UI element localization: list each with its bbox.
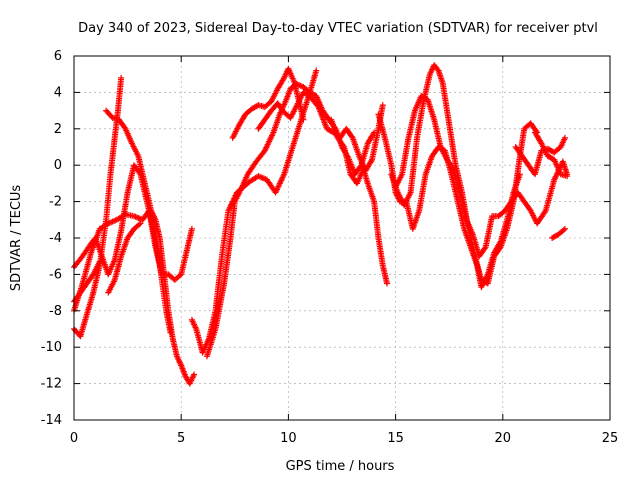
data-point — [136, 170, 143, 176]
x-tick-label: 5 — [177, 431, 185, 446]
y-tick-label: -6 — [49, 267, 62, 282]
data-point — [300, 116, 307, 123]
y-axis-label: SDTVAR / TECUs — [9, 185, 24, 292]
series-track-12 — [392, 93, 571, 260]
y-tick-label: -10 — [41, 340, 62, 355]
data-point — [118, 74, 125, 81]
data-point — [188, 225, 195, 232]
data-point — [561, 134, 568, 141]
data-point — [449, 164, 456, 171]
data-point — [384, 280, 391, 287]
x-tick-label: 10 — [280, 431, 297, 446]
y-tick-label: -12 — [41, 377, 62, 392]
series-track-7 — [229, 65, 378, 178]
data-point — [340, 142, 347, 149]
x-tick-label: 15 — [387, 431, 404, 446]
data-point — [564, 173, 571, 180]
data-point — [368, 158, 375, 165]
x-tick-label: 20 — [495, 431, 512, 446]
data-point — [137, 220, 144, 227]
y-tick-label: 6 — [54, 49, 62, 64]
series-track-9 — [328, 116, 391, 287]
y-tick-label: -14 — [41, 413, 62, 428]
chart-title: Day 340 of 2023, Sidereal Day-to-day VTE… — [78, 21, 598, 36]
data-point — [136, 221, 143, 228]
series-track-11 — [388, 62, 541, 287]
data-point — [313, 67, 320, 74]
series-track-17 — [105, 220, 144, 296]
x-tick-label: 25 — [602, 431, 619, 446]
series-track-5 — [188, 67, 320, 356]
y-tick-label: -8 — [49, 304, 62, 319]
data-point — [561, 225, 568, 232]
y-tick-label: -2 — [49, 195, 62, 210]
y-tick-label: 4 — [54, 85, 62, 100]
series-track-6 — [203, 82, 307, 360]
x-tick-label: 0 — [70, 431, 78, 446]
data-point — [379, 102, 386, 109]
data-point — [167, 329, 174, 336]
series-track-8 — [255, 89, 386, 174]
data-point — [481, 245, 488, 252]
series-track-1 — [71, 74, 125, 340]
series-track-14 — [531, 129, 571, 180]
axis-ticks: 0 5 10 15 20 25 -14 -12 -10 -8 -6 -4 -2 0 2 4 6 — [41, 49, 619, 446]
series-track-15 — [549, 225, 568, 241]
y-tick-label: 0 — [54, 158, 62, 173]
y-tick-label: 2 — [54, 122, 62, 137]
data-point — [560, 226, 567, 233]
data-point — [96, 258, 103, 265]
x-axis-label: GPS time / hours — [286, 459, 395, 474]
y-tick-label: -4 — [49, 231, 62, 246]
data-series — [71, 62, 571, 387]
data-point — [191, 371, 198, 378]
series-track-13 — [512, 134, 568, 178]
grid — [74, 56, 610, 420]
